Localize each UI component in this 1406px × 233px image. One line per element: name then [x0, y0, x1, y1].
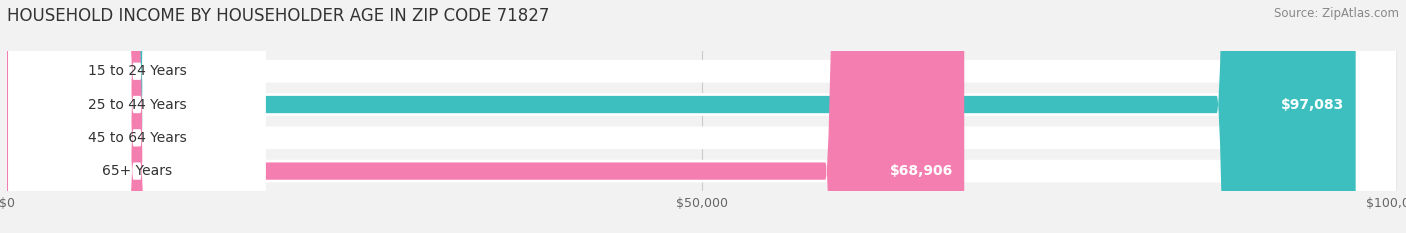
Text: $68,906: $68,906 [890, 164, 953, 178]
FancyBboxPatch shape [8, 0, 266, 233]
FancyBboxPatch shape [4, 0, 63, 233]
FancyBboxPatch shape [8, 0, 266, 233]
Text: 15 to 24 Years: 15 to 24 Years [87, 64, 186, 78]
Text: 25 to 44 Years: 25 to 44 Years [87, 98, 186, 112]
FancyBboxPatch shape [7, 0, 1396, 233]
FancyBboxPatch shape [7, 0, 1396, 233]
FancyBboxPatch shape [7, 0, 1355, 233]
FancyBboxPatch shape [7, 0, 1396, 233]
Text: $0: $0 [70, 131, 90, 145]
FancyBboxPatch shape [8, 0, 266, 233]
Text: 65+ Years: 65+ Years [101, 164, 172, 178]
Text: $0: $0 [70, 64, 90, 78]
Text: $97,083: $97,083 [1281, 98, 1344, 112]
FancyBboxPatch shape [7, 0, 1396, 233]
Text: HOUSEHOLD INCOME BY HOUSEHOLDER AGE IN ZIP CODE 71827: HOUSEHOLD INCOME BY HOUSEHOLDER AGE IN Z… [7, 7, 550, 25]
FancyBboxPatch shape [8, 0, 266, 233]
Text: 45 to 64 Years: 45 to 64 Years [87, 131, 186, 145]
Text: Source: ZipAtlas.com: Source: ZipAtlas.com [1274, 7, 1399, 20]
FancyBboxPatch shape [7, 0, 965, 233]
FancyBboxPatch shape [4, 0, 63, 233]
